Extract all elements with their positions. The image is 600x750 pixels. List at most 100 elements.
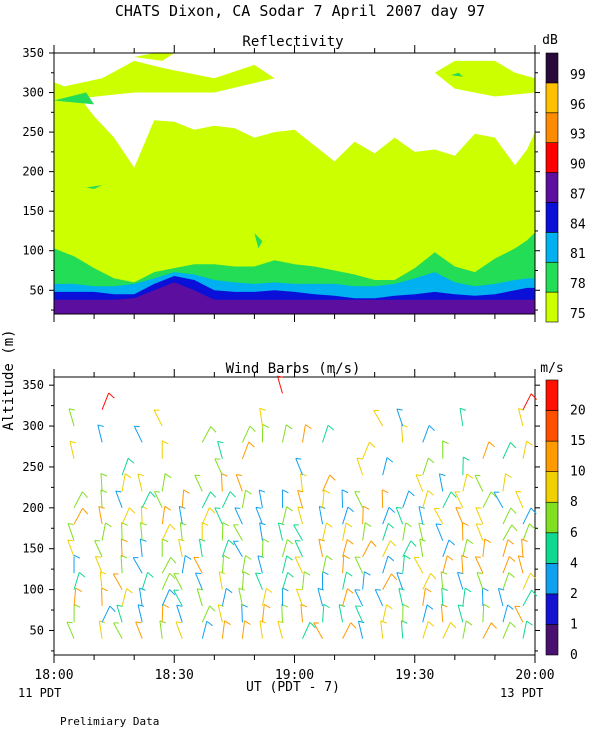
wind-barb-flag: [206, 620, 213, 627]
wind-barb: [113, 622, 123, 639]
wind-swatch: [545, 624, 559, 656]
wind-barb: [382, 555, 389, 574]
wind-barb: [382, 573, 392, 590]
reflectivity-contours: [54, 82, 535, 314]
wind-barb-flag: [210, 491, 217, 498]
wind-barb-flag: [66, 621, 73, 624]
wind-barb: [342, 539, 348, 558]
wind-barb: [342, 555, 345, 574]
wind-barb-flag: [490, 622, 497, 629]
refl-swatch: [545, 261, 559, 293]
wind-barb: [201, 605, 211, 623]
wind-barb-flag: [396, 506, 402, 509]
wind-barb-flag: [408, 490, 415, 497]
wind-barb-flag: [364, 571, 371, 576]
wind-barb-flag: [100, 473, 108, 477]
wind-barb-flag: [78, 571, 86, 578]
reflectivity-title: Reflectivity: [242, 34, 343, 50]
wind-barb-flag: [442, 440, 449, 445]
reflectivity-patches: [54, 53, 535, 249]
wind-barb: [132, 557, 143, 574]
refl-swatch: [545, 112, 559, 143]
wind-barb-flag: [257, 555, 264, 558]
wind-barb-flag: [75, 587, 82, 593]
wind-barb: [241, 555, 246, 574]
wind-barb: [293, 524, 303, 541]
wind-barb-flag: [286, 539, 294, 545]
wind-level-label: 8: [570, 495, 578, 510]
wind-barb: [382, 457, 388, 476]
wind-barb: [381, 489, 384, 508]
wind-barb-flag: [387, 555, 395, 562]
wind-panel: Wind Barbs (m/s) 5010015020025030035018:…: [22, 361, 585, 683]
wind-barb-flag: [458, 604, 465, 607]
wind-barb: [482, 604, 485, 623]
wind-barb: [521, 538, 524, 557]
wind-barb-flag: [282, 489, 289, 494]
wind-swatch: [545, 501, 559, 534]
wind-barb-flag: [294, 540, 301, 542]
wind-barb: [418, 506, 424, 525]
wind-barb-flag: [137, 604, 145, 607]
wind-barb: [362, 522, 366, 541]
wind-barb-flag: [355, 605, 361, 607]
wind-barb-flag: [178, 538, 185, 542]
wind-barb: [522, 620, 528, 639]
wind-barb: [300, 604, 304, 623]
wind-barb: [474, 475, 484, 492]
wind-barb: [422, 573, 432, 590]
wind-barb-flag: [195, 572, 202, 575]
wind-barb-flag: [396, 408, 403, 411]
wind-barb: [362, 506, 364, 525]
wind-barb: [137, 604, 143, 623]
wind-barb: [322, 489, 325, 508]
y-tick-label: 200: [22, 165, 44, 179]
wind-barb-flag: [224, 620, 231, 625]
wind-barb-flag: [169, 572, 176, 580]
wind-level-label: 4: [570, 556, 578, 571]
wind-barb: [459, 408, 464, 427]
wind-barb-flag: [338, 604, 346, 607]
wind-barb-flag: [388, 506, 395, 513]
wind-barb-flag: [386, 604, 393, 610]
contour-blob: [450, 72, 463, 77]
wind-barb-flag: [455, 507, 462, 509]
wind-barb-flag: [286, 506, 293, 512]
wind-barb: [161, 506, 166, 525]
wind-barb: [121, 507, 130, 525]
wind-barb: [462, 588, 466, 607]
wind-barb: [461, 555, 464, 574]
wind-barb: [522, 589, 533, 607]
wind-level-label: 6: [570, 526, 578, 541]
wind-barb: [302, 571, 305, 590]
wind-barb-flag: [225, 587, 233, 594]
wind-barb-flag: [510, 442, 517, 449]
wind-barb: [135, 621, 143, 639]
wind-barb: [100, 473, 103, 492]
wind-barb-flag: [398, 587, 405, 591]
y-tick-label: 300: [22, 86, 44, 100]
wind-barb: [221, 522, 224, 541]
wind-barb: [354, 491, 364, 509]
wind-barb: [161, 523, 171, 541]
wind-barb: [400, 620, 404, 639]
wind-barb-flag: [457, 571, 464, 575]
wind-barb-flag: [498, 588, 505, 591]
wind-barb-flag: [380, 620, 387, 624]
wind-barb: [518, 408, 524, 427]
wind-level-label: 15: [570, 434, 586, 449]
wind-barb-flag: [426, 604, 434, 610]
x-tick-label: 18:00: [34, 668, 73, 683]
wind-barb-flag: [147, 572, 154, 578]
wind-barb-flag: [255, 572, 262, 575]
wind-barb: [67, 523, 75, 541]
wind-barb-flag: [73, 603, 81, 608]
wind-barb-flag: [370, 540, 377, 547]
wind-barb-flag: [484, 538, 492, 544]
wind-barb-flag: [446, 555, 454, 561]
wind-barb-flag: [217, 440, 224, 444]
wind-barb-flag: [286, 555, 293, 561]
wind-barb-flag: [236, 474, 242, 476]
wind-barb: [120, 538, 123, 557]
wind-barb-flag: [266, 587, 273, 594]
